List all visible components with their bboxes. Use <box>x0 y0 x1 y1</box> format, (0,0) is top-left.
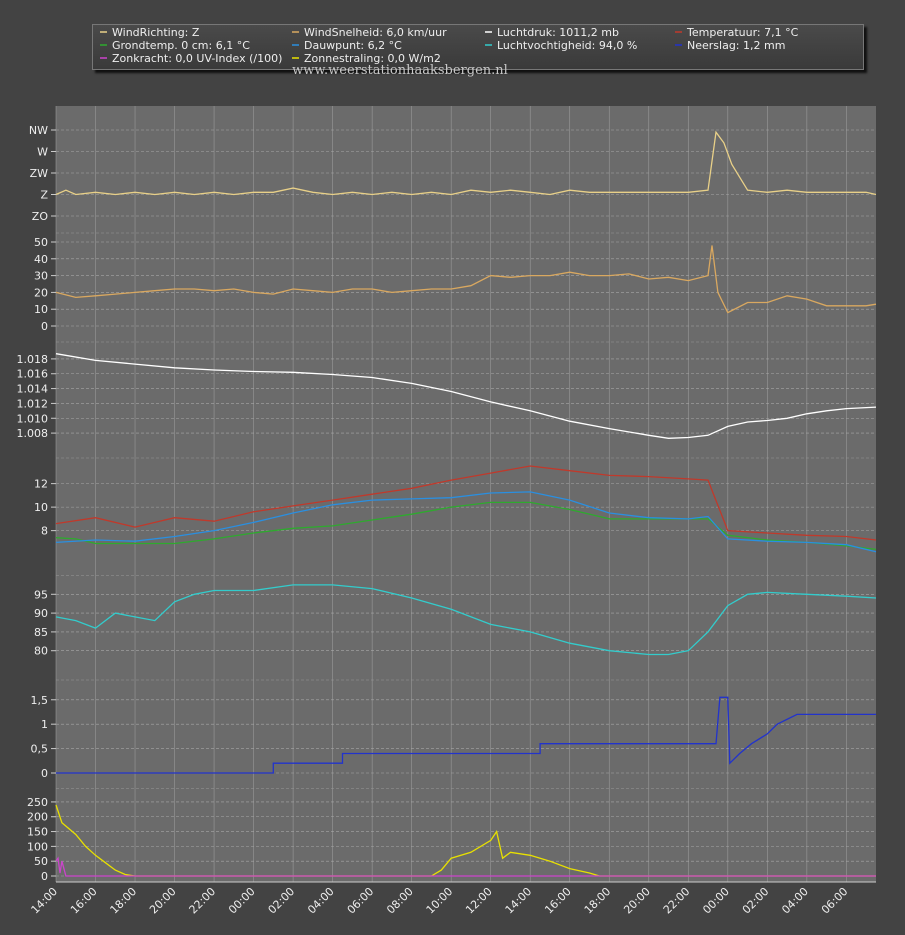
y-tick-label: NW <box>29 124 48 137</box>
x-tick-label: 08:00 <box>384 885 416 917</box>
legend-label-9: Zonnestraling: 0,0 W/m2 <box>304 52 441 65</box>
y-tick-label: 50 <box>34 855 48 868</box>
legend-label-4: Grondtemp. 0 cm: 6,1 °C <box>112 39 250 52</box>
legend-label-2: Luchtdruk: 1011,2 mb <box>497 26 619 39</box>
legend-label-7: Neerslag: 1,2 mm <box>687 39 785 52</box>
x-tick-label: 22:00 <box>661 885 693 917</box>
series-line-grondtemp-0-cm <box>55 501 877 551</box>
x-tick-label: 02:00 <box>266 885 298 917</box>
series-line-neerslag <box>56 696 876 774</box>
y-ticks: ZOZZWWNW010203040501.0081.0101.0121.0141… <box>17 124 56 883</box>
y-tick-label: 1.012 <box>17 397 49 410</box>
y-tick-label: 1,5 <box>31 694 49 707</box>
x-tick-label: 18:00 <box>582 885 614 917</box>
series <box>55 130 877 877</box>
y-tick-label: 1 <box>41 718 48 731</box>
x-tick-label: 06:00 <box>819 885 851 917</box>
y-tick-label: 0,5 <box>31 743 49 756</box>
series-line-windrichting <box>55 130 877 196</box>
legend-label-0: WindRichting: Z <box>112 26 200 39</box>
series-line-temperatuur <box>55 465 877 541</box>
x-tick-label: 12:00 <box>463 885 495 917</box>
x-tick-label: 00:00 <box>700 885 732 917</box>
series-line-zonnestraling <box>55 804 876 877</box>
y-tick-label: 12 <box>34 478 48 491</box>
series-line-dauwpunt <box>55 491 877 553</box>
y-tick-label: 1.018 <box>17 353 49 366</box>
x-tick-label: 22:00 <box>187 885 219 917</box>
x-tick-label: 14:00 <box>503 885 535 917</box>
y-tick-label: W <box>37 146 48 159</box>
y-tick-label: 0 <box>41 320 48 333</box>
x-tick-label: 06:00 <box>345 885 377 917</box>
x-tick-label: 20:00 <box>621 885 653 917</box>
series-line-luchtvochtigheid <box>55 584 877 656</box>
y-tick-label: 1.010 <box>17 412 49 425</box>
y-tick-label: 10 <box>34 501 48 514</box>
plot-area <box>56 106 876 882</box>
y-tick-label: 30 <box>34 270 48 283</box>
x-ticks: 14:00 16:00 18:00 20:00 22:00 00:00 02:00 04:00… <box>29 881 876 917</box>
y-tick-label: 90 <box>34 607 48 620</box>
y-tick-label: 1.016 <box>17 368 49 381</box>
x-tick-label: 02:00 <box>740 885 772 917</box>
y-tick-label: 200 <box>27 811 48 824</box>
x-tick-label: 18:00 <box>108 885 140 917</box>
legend-label-8: Zonkracht: 0,0 UV-Index (/100) <box>112 52 282 65</box>
y-tick-label: 1.008 <box>17 427 49 440</box>
y-tick-label: Z <box>40 189 48 202</box>
legend-label-5: Dauwpunt: 6,2 °C <box>304 39 402 52</box>
series-line-luchtdruk <box>55 353 877 439</box>
y-tick-label: ZW <box>30 167 49 180</box>
y-tick-label: 0 <box>41 870 48 883</box>
x-tick-label: 04:00 <box>779 885 811 917</box>
y-tick-label: 20 <box>34 286 48 299</box>
y-tick-label: 250 <box>27 796 48 809</box>
y-tick-label: ZO <box>32 210 49 223</box>
x-tick-label: 20:00 <box>147 885 179 917</box>
x-tick-label: 10:00 <box>424 885 456 917</box>
y-tick-label: 8 <box>41 525 48 538</box>
y-tick-label: 40 <box>34 253 48 266</box>
watermark-text: www.weerstationhaaksbergen.nl <box>292 63 508 78</box>
y-tick-label: 95 <box>34 588 48 601</box>
y-tick-label: 100 <box>27 840 48 853</box>
y-tick-label: 150 <box>27 826 48 839</box>
x-tick-label: 00:00 <box>226 885 258 917</box>
legend: WindRichting: Z WindSnelheid: 6,0 km/uur L… <box>100 26 799 65</box>
x-tick-label: 04:00 <box>305 885 337 917</box>
y-tick-label: 85 <box>34 626 48 639</box>
x-tick-label: 16:00 <box>68 885 100 917</box>
legend-label-6: Luchtvochtigheid: 94,0 % <box>497 39 637 52</box>
y-tick-label: 10 <box>34 303 48 316</box>
y-tick-label: 50 <box>34 236 48 249</box>
legend-box <box>92 24 864 70</box>
y-tick-label: 80 <box>34 645 48 658</box>
series-line-zonkracht <box>55 856 876 877</box>
series-line-windsnelheid <box>55 245 877 314</box>
legend-label-3: Temperatuur: 7,1 °C <box>686 26 799 39</box>
x-tick-label: 14:00 <box>29 885 61 917</box>
legend-label-1: WindSnelheid: 6,0 km/uur <box>304 26 447 39</box>
y-tick-label: 0 <box>41 767 48 780</box>
x-tick-label: 16:00 <box>542 885 574 917</box>
y-tick-label: 1.014 <box>17 383 49 396</box>
